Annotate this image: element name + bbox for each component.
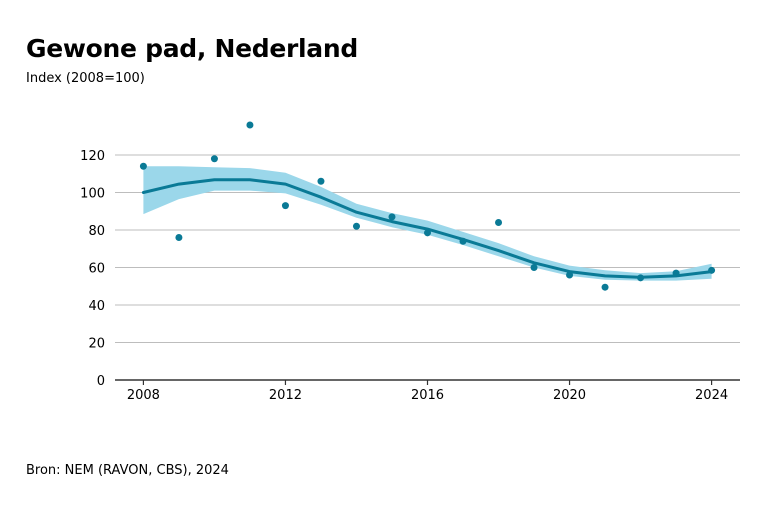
data-point <box>317 177 325 185</box>
x-tick-label: 2020 <box>553 388 586 403</box>
x-tick-label: 2024 <box>695 388 728 403</box>
x-tick-label: 2008 <box>127 388 160 403</box>
confidence-band-layer <box>143 166 712 281</box>
data-point <box>459 237 467 245</box>
data-point <box>388 213 396 221</box>
data-point <box>139 162 147 170</box>
x-tick-label: 2012 <box>269 388 302 403</box>
x-tick-label: 2016 <box>411 388 444 403</box>
data-point <box>566 271 574 279</box>
data-point <box>530 264 538 271</box>
y-tick-label: 60 <box>88 262 105 277</box>
data-point <box>210 155 218 163</box>
y-tick-label: 120 <box>80 149 105 164</box>
gridlines <box>115 154 740 343</box>
data-point <box>601 283 609 291</box>
y-tick-label: 100 <box>80 187 105 202</box>
data-point <box>637 274 645 282</box>
data-point <box>352 222 360 230</box>
data-point <box>175 234 183 241</box>
y-tick-label: 40 <box>88 299 105 314</box>
data-point <box>246 121 254 129</box>
data-point <box>708 266 716 274</box>
chart-subtitle: Index (2008=100) <box>26 71 145 86</box>
data-point <box>672 269 680 277</box>
trend-line-layer <box>141 178 714 279</box>
y-tick-label: 0 <box>97 374 105 389</box>
data-point <box>281 202 289 210</box>
y-tick-label: 20 <box>88 337 105 352</box>
observed-points-layer <box>139 121 716 291</box>
chart-title: Gewone pad, Nederland <box>26 34 358 63</box>
data-point <box>495 219 503 226</box>
axes: 0 20 40 60 80 100 120 2008 2012 2016 2020 2024 <box>80 149 740 403</box>
confidence-band <box>143 166 712 281</box>
y-tick-label: 80 <box>88 224 105 239</box>
source-note: Bron: NEM (RAVON, CBS), 2024 <box>26 463 229 478</box>
data-point <box>424 229 431 237</box>
trend-line <box>141 178 714 279</box>
